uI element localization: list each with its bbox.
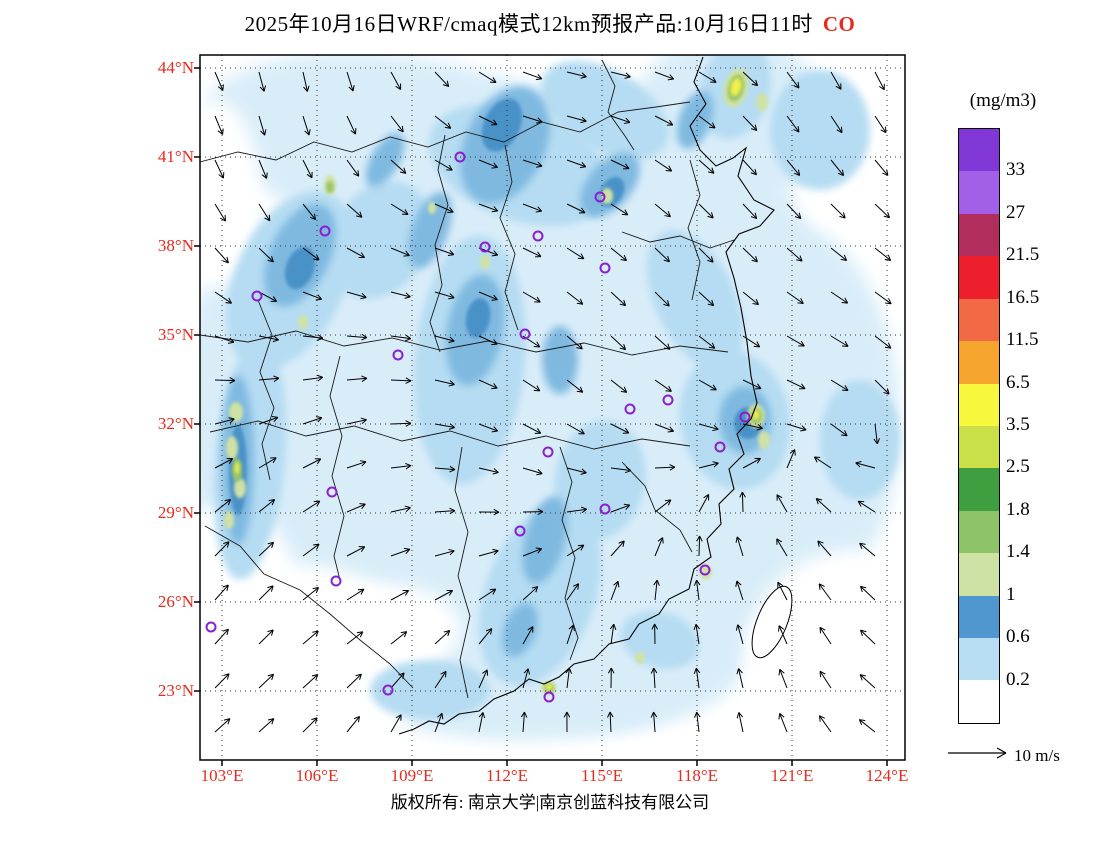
chart-title: 2025年10月16日WRF/cmaq模式12km预报产品:10月16日11时 C… — [0, 8, 1100, 38]
city-marker — [382, 684, 394, 696]
colorbar-segment — [959, 383, 999, 426]
lon-tick-label: 106°E — [295, 766, 339, 785]
colorbar-segment — [959, 298, 999, 342]
city-marker — [594, 191, 606, 203]
city-marker — [662, 394, 674, 406]
city-marker — [392, 349, 404, 361]
city-marker — [599, 503, 611, 515]
colorbar — [958, 128, 1000, 724]
lon-tick-label: 115°E — [580, 766, 624, 785]
colorbar-segment — [959, 256, 999, 299]
colorbar-units-label: (mg/m3) — [969, 90, 1037, 111]
colorbar-segment — [959, 638, 999, 681]
city-marker — [251, 290, 263, 302]
colorbar-segment — [959, 510, 999, 554]
lat-tick-label: 23°N — [157, 681, 194, 700]
city-marker — [599, 262, 611, 274]
colorbar-segment — [959, 213, 999, 257]
lon-tick-label: 118°E — [675, 766, 719, 785]
lat-tick-label: 44°N — [157, 58, 194, 77]
lat-tick-label: 26°N — [157, 592, 194, 611]
colorbar-segment — [959, 171, 999, 214]
wind-reference-label: 10 m/s — [1014, 746, 1060, 765]
city-marker — [454, 151, 466, 163]
colorbar-tick-label: 0.6 — [1006, 626, 1030, 648]
colorbar-tick-label: 33 — [1006, 159, 1025, 181]
map-plot-area — [200, 55, 905, 760]
lon-tick-label: 124°E — [865, 766, 909, 785]
city-marker — [514, 525, 526, 537]
lat-tick-label: 32°N — [157, 414, 194, 433]
colorbar-tick-label: 27 — [1006, 201, 1025, 223]
wind-vector-field — [214, 71, 892, 733]
colorbar-segment — [959, 129, 999, 172]
lon-tick-label: 121°E — [770, 766, 814, 785]
city-marker — [319, 225, 331, 237]
city-marker — [542, 446, 554, 458]
city-marker — [330, 575, 342, 587]
species-label: CO — [822, 12, 856, 36]
city-marker — [519, 328, 531, 340]
lat-tick-label: 38°N — [157, 236, 194, 255]
copyright-text: 版权所有: 南京大学|南京创蓝科技有限公司 — [390, 793, 710, 812]
colorbar-tick-label: 11.5 — [1006, 329, 1039, 351]
city-marker — [714, 441, 726, 453]
city-marker — [739, 411, 751, 423]
colorbar-tick-label: 21.5 — [1006, 244, 1040, 266]
city-marker — [326, 486, 338, 498]
colorbar-segment — [959, 425, 999, 469]
city-marker — [543, 691, 555, 703]
lat-tick-label: 29°N — [157, 503, 194, 522]
wind-reference-arrow — [948, 747, 1007, 759]
lat-tick-label: 41°N — [157, 147, 194, 166]
city-marker — [532, 230, 544, 242]
colorbar-segment — [959, 680, 999, 723]
colorbar-segment — [959, 595, 999, 639]
lon-tick-label: 112°E — [485, 766, 529, 785]
colorbar-tick-label: 0.2 — [1006, 668, 1030, 690]
colorbar-tick-label: 16.5 — [1006, 286, 1040, 308]
chart-title-text: 2025年10月16日WRF/cmaq模式12km预报产品:10月16日11时 — [244, 12, 813, 36]
city-marker — [479, 241, 491, 253]
colorbar-tick-label: 2.5 — [1006, 456, 1030, 478]
city-marker — [699, 564, 711, 576]
colorbar-segment — [959, 468, 999, 511]
lat-tick-label: 35°N — [157, 325, 194, 344]
lon-tick-label: 109°E — [390, 766, 434, 785]
lon-tick-label: 103°E — [200, 766, 244, 785]
city-marker — [624, 403, 636, 415]
colorbar-tick-label: 1 — [1006, 583, 1016, 605]
city-marker — [205, 621, 217, 633]
colorbar-tick-label: 1.4 — [1006, 541, 1030, 563]
colorbar-tick-label: 3.5 — [1006, 414, 1030, 435]
colorbar-segment — [959, 341, 999, 384]
colorbar-segment — [959, 553, 999, 596]
colorbar-tick-label: 1.8 — [1006, 498, 1030, 520]
colorbar-tick-label: 6.5 — [1006, 371, 1030, 393]
